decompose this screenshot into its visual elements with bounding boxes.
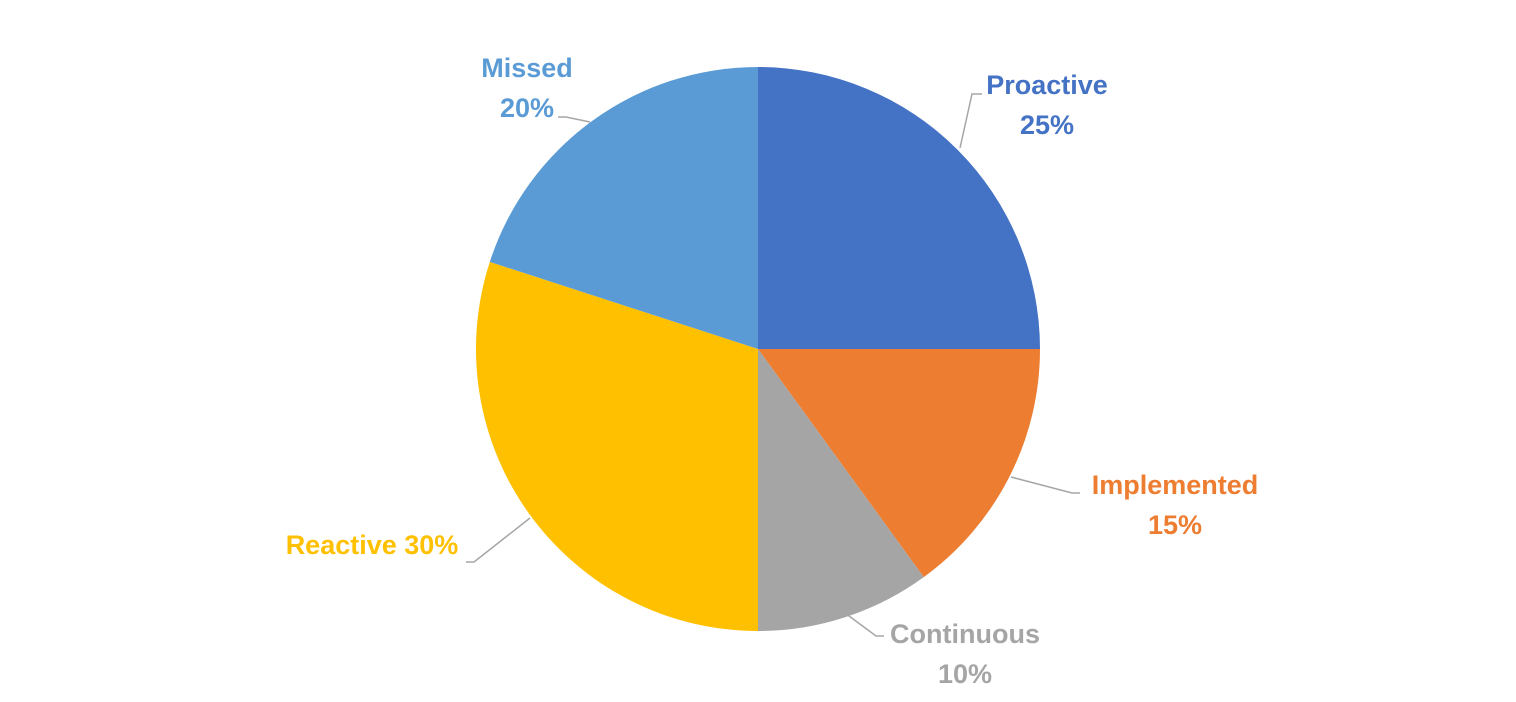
slice-value-proactive: 25% [1020, 110, 1074, 140]
slice-label-proactive: Proactive [986, 70, 1108, 100]
slice-label-reactive: Reactive 30% [286, 530, 459, 560]
pie-slice-reactive [476, 261, 758, 631]
pie-slice-proactive [758, 67, 1040, 349]
leader-lines [466, 93, 1080, 637]
slice-label-implemented: Implemented [1092, 470, 1259, 500]
pie-slice-implemented [758, 349, 1040, 578]
pie-slices [476, 67, 1040, 631]
slice-value-implemented: 15% [1148, 510, 1202, 540]
leader-line-missed [558, 116, 591, 123]
pie-slice-missed [489, 67, 758, 349]
leader-line-proactive [959, 93, 982, 149]
slice-labels: Proactive 25% Implemented 15% Continuous 10% R… [286, 53, 1259, 689]
slice-label-missed: Missed [481, 53, 573, 83]
leader-line-continuous [844, 612, 884, 637]
leader-line-implemented [1010, 476, 1080, 494]
slice-value-missed: 20% [500, 93, 554, 123]
slice-label-continuous: Continuous [890, 619, 1040, 649]
leader-line-reactive [466, 517, 531, 563]
pie-slice-continuous [758, 349, 924, 631]
slice-value-continuous: 10% [938, 659, 992, 689]
